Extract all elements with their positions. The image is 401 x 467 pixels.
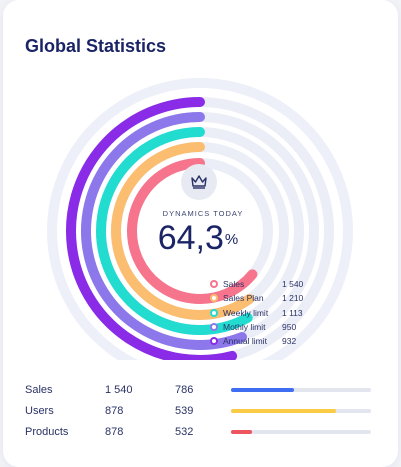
legend-value: 950 (282, 321, 297, 332)
legend-item: Weekly limit 1 113 (210, 307, 330, 321)
stat-progress-fill (231, 388, 294, 392)
legend-item: Sales Plan 1 210 (210, 292, 330, 306)
outer-track (47, 78, 353, 360)
legend-value: 1 540 (282, 279, 304, 289)
ring-arc-annual-limit (66, 97, 238, 360)
legend-label: Sales (223, 279, 245, 289)
stat-value-secondary: 786 (175, 384, 194, 396)
stat-progress-fill (231, 430, 252, 434)
stat-progress-bar (231, 388, 371, 392)
stat-value-secondary: 532 (175, 426, 194, 438)
stat-name: Sales (25, 384, 53, 396)
stat-name: Products (25, 426, 69, 438)
ring-arc-sales-plan (111, 142, 255, 320)
rings-legend: Sales 1 540 Sales Plan 1 210 Weekly limi… (210, 278, 330, 349)
legend-value: 932 (282, 336, 297, 347)
dynamics-number: 64,3 (157, 219, 224, 257)
legend-label: Weekly limit (223, 307, 269, 318)
legend-dot-icon (210, 294, 218, 303)
legend-label: Sales Plan (223, 293, 264, 304)
dynamics-unit: % (224, 231, 239, 248)
legend-item: Annual limit 932 (210, 335, 330, 349)
radial-progress-chart (47, 78, 353, 360)
stat-value-primary: 878 (105, 426, 124, 438)
legend-label: Annual limit (223, 336, 267, 347)
stat-row: Users 878 539 (25, 401, 375, 422)
crown-icon (181, 164, 217, 200)
stat-progress-fill (231, 409, 336, 413)
ring-arc-weekly-limit (96, 127, 253, 335)
legend-dot-icon (210, 337, 218, 346)
stat-progress-bar (231, 409, 371, 413)
legend-item: Sales 1 540 (210, 278, 330, 292)
stat-value-secondary: 539 (175, 405, 194, 417)
stat-value-primary: 1 540 (105, 384, 133, 396)
dynamics-label: DYNAMICS TODAY (162, 209, 244, 218)
legend-dot-icon (210, 280, 218, 288)
stats-table: Sales 1 540 786 Users 878 539 Products 8… (25, 380, 375, 443)
stat-value-primary: 878 (105, 405, 124, 417)
dynamics-value: 64,3% (128, 218, 268, 258)
legend-item: Mothly limit 950 (210, 321, 330, 335)
legend-dot-icon (210, 322, 218, 331)
legend-dot-icon (210, 308, 218, 317)
legend-value: 1 210 (282, 293, 304, 304)
ring-arc-sales (127, 158, 258, 304)
stat-row: Products 878 532 (25, 422, 375, 443)
legend-value: 1 113 (282, 307, 303, 318)
card-title: Global Statistics (25, 36, 167, 56)
legend-label: Mothly limit (223, 321, 266, 332)
stat-name: Users (25, 405, 54, 417)
stat-row: Sales 1 540 786 (25, 380, 375, 401)
ring-arc-mothly-limit (81, 112, 247, 350)
stat-progress-bar (231, 430, 371, 434)
